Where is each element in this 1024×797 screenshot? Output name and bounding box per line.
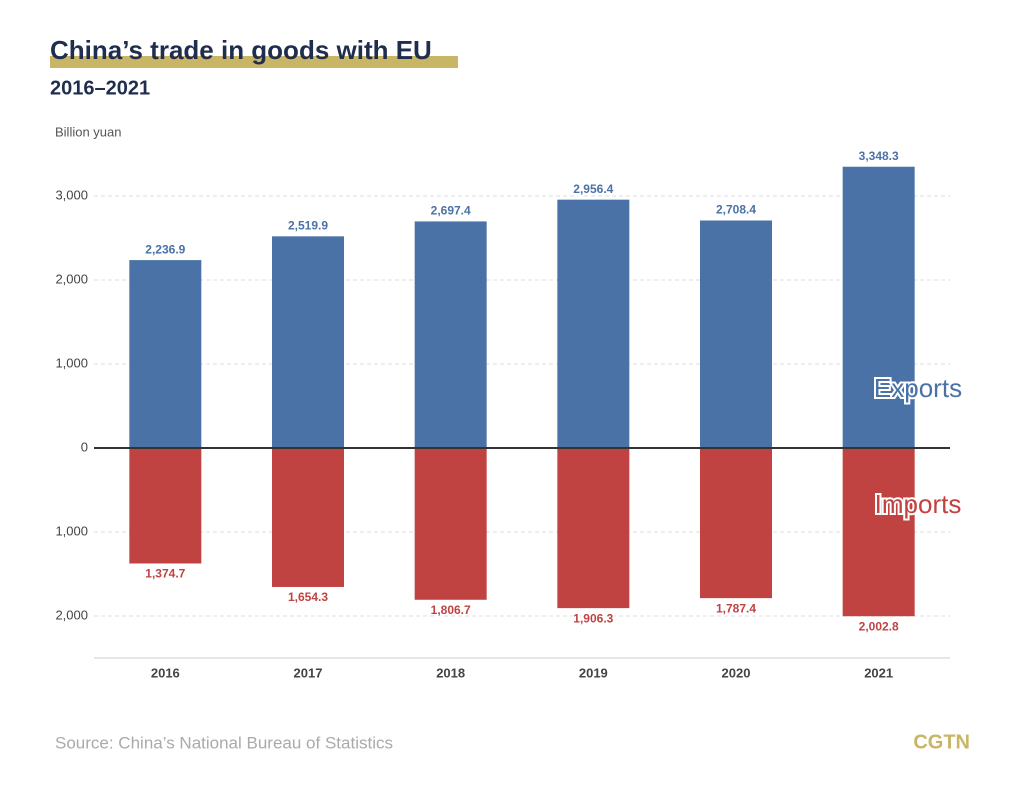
- bar: [557, 199, 630, 448]
- source: Source: China’s National Bureau of Stati…: [55, 733, 393, 752]
- bar: [272, 448, 344, 587]
- y-tick-label: 1,000: [55, 523, 88, 538]
- bar: [414, 221, 487, 448]
- value-label: 1,654.3: [288, 590, 328, 604]
- x-tick-label: 2019: [579, 665, 608, 680]
- legend-label: Imports: [875, 489, 962, 519]
- title-highlight: [50, 56, 458, 68]
- value-label: 1,374.7: [145, 567, 185, 581]
- y-tick-label: 3,000: [55, 187, 88, 202]
- x-tick-label: 2020: [722, 665, 751, 680]
- y-tick-label: 2,000: [55, 607, 88, 622]
- value-label: 3,348.3: [859, 149, 899, 163]
- value-label: 1,806.7: [431, 603, 471, 617]
- y-tick-label: 1,000: [55, 355, 88, 370]
- y-tick-label: 2,000: [55, 271, 88, 286]
- value-label: 2,519.9: [288, 219, 328, 233]
- legend-label: Exports: [874, 373, 962, 403]
- value-label: 2,002.8: [859, 619, 899, 633]
- brand: CGTN: [913, 731, 970, 753]
- bar: [700, 448, 772, 599]
- bar: [842, 448, 915, 617]
- bar: [129, 448, 202, 564]
- x-tick-label: 2021: [864, 665, 893, 680]
- value-label: 2,708.4: [716, 203, 756, 217]
- value-label: 1,787.4: [716, 601, 756, 615]
- y-tick-label: 0: [81, 439, 88, 454]
- value-label: 2,956.4: [573, 182, 613, 196]
- bar: [129, 260, 202, 448]
- bar: [700, 220, 772, 448]
- bar: [842, 166, 915, 448]
- bar: [557, 448, 630, 609]
- bar: [414, 448, 487, 600]
- bar: [272, 236, 344, 448]
- chart-subtitle: 2016–2021: [50, 77, 150, 99]
- x-tick-label: 2018: [436, 665, 465, 680]
- value-label: 2,697.4: [431, 204, 471, 218]
- value-label: 2,236.9: [145, 242, 185, 256]
- y-axis-label: Billion yuan: [55, 124, 122, 139]
- chart-title: China’s trade in goods with EU: [50, 35, 432, 65]
- x-tick-label: 2017: [294, 665, 323, 680]
- x-tick-label: 2016: [151, 665, 180, 680]
- value-label: 1,906.3: [573, 611, 613, 625]
